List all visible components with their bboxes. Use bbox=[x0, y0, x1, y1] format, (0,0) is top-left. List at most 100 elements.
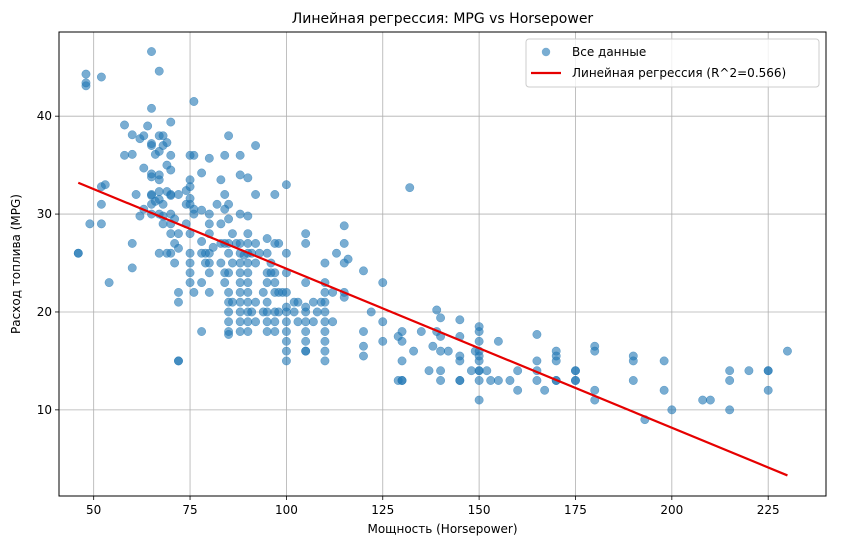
data-point bbox=[505, 376, 515, 385]
data-point bbox=[227, 297, 237, 307]
data-point bbox=[339, 238, 349, 248]
data-point bbox=[158, 131, 168, 141]
data-point bbox=[216, 219, 226, 229]
data-point bbox=[96, 72, 106, 82]
data-point bbox=[783, 346, 792, 356]
data-point bbox=[281, 356, 291, 366]
data-point bbox=[270, 278, 280, 288]
data-point bbox=[131, 190, 141, 199]
data-point bbox=[301, 327, 311, 336]
data-point bbox=[455, 356, 465, 366]
data-point bbox=[166, 165, 176, 175]
data-point bbox=[185, 268, 195, 278]
data-point bbox=[466, 366, 476, 376]
data-point bbox=[100, 180, 110, 190]
data-point bbox=[85, 219, 95, 229]
data-point bbox=[513, 385, 523, 395]
data-point bbox=[243, 287, 253, 297]
data-point bbox=[197, 205, 207, 215]
data-point bbox=[320, 346, 330, 356]
data-point bbox=[120, 120, 129, 130]
data-point bbox=[332, 248, 341, 258]
data-point bbox=[235, 327, 245, 336]
data-point bbox=[158, 199, 168, 209]
data-point bbox=[235, 258, 245, 268]
data-point bbox=[127, 263, 137, 273]
data-point bbox=[204, 258, 214, 268]
data-point bbox=[436, 313, 446, 323]
data-point bbox=[197, 168, 207, 178]
data-point bbox=[428, 341, 438, 351]
data-point bbox=[243, 327, 253, 336]
data-point bbox=[258, 287, 268, 297]
data-point bbox=[251, 297, 261, 307]
data-point bbox=[359, 266, 368, 276]
data-point bbox=[224, 317, 234, 327]
x-tick-label: 125 bbox=[371, 503, 394, 517]
data-point bbox=[158, 219, 168, 229]
data-point bbox=[328, 317, 338, 327]
data-point bbox=[532, 330, 542, 339]
data-point bbox=[251, 141, 261, 151]
data-point bbox=[493, 336, 503, 346]
data-point bbox=[320, 297, 330, 307]
data-point bbox=[320, 356, 330, 366]
data-point bbox=[243, 238, 253, 248]
data-point bbox=[262, 234, 272, 243]
data-point bbox=[763, 385, 773, 395]
data-point bbox=[197, 237, 207, 246]
data-point bbox=[659, 356, 669, 366]
data-point bbox=[474, 395, 484, 405]
data-point bbox=[270, 268, 280, 278]
data-point bbox=[397, 336, 407, 346]
data-point bbox=[235, 170, 245, 180]
data-point bbox=[320, 307, 330, 317]
data-point bbox=[189, 150, 199, 160]
data-point bbox=[474, 366, 484, 376]
data-point bbox=[127, 238, 137, 248]
data-point bbox=[224, 199, 234, 209]
data-point bbox=[120, 150, 129, 160]
data-point bbox=[154, 66, 164, 76]
data-point bbox=[366, 307, 376, 317]
data-point bbox=[104, 278, 114, 288]
data-point bbox=[274, 238, 284, 248]
data-point bbox=[455, 315, 465, 325]
data-point bbox=[197, 278, 207, 288]
data-point bbox=[725, 376, 735, 385]
data-point bbox=[185, 182, 195, 192]
data-point bbox=[208, 242, 218, 252]
data-point bbox=[224, 307, 234, 317]
data-point bbox=[243, 278, 253, 288]
data-point bbox=[224, 330, 234, 339]
chart-title: Линейная регрессия: MPG vs Horsepower bbox=[292, 11, 594, 27]
data-point bbox=[301, 307, 311, 317]
data-point bbox=[204, 287, 214, 297]
data-point bbox=[320, 336, 330, 346]
data-point bbox=[147, 47, 156, 57]
data-point bbox=[220, 278, 230, 288]
legend-box bbox=[525, 38, 820, 88]
data-point bbox=[224, 268, 234, 278]
y-tick-label: 10 bbox=[37, 403, 52, 417]
data-point bbox=[139, 163, 149, 173]
x-tick-label: 200 bbox=[660, 503, 683, 517]
data-point bbox=[409, 346, 419, 356]
data-point bbox=[301, 278, 311, 288]
data-point bbox=[274, 307, 284, 317]
data-point bbox=[251, 238, 261, 248]
data-point bbox=[154, 248, 164, 258]
data-point bbox=[281, 346, 291, 356]
data-point bbox=[235, 307, 245, 317]
legend-label-regression: Линейная регрессия (R^2=0.566) bbox=[572, 66, 786, 80]
data-point bbox=[224, 287, 234, 297]
data-point bbox=[474, 336, 484, 346]
data-point bbox=[339, 221, 349, 231]
data-point bbox=[293, 317, 303, 327]
data-point bbox=[474, 376, 484, 385]
y-tick-label: 40 bbox=[37, 109, 52, 123]
data-point bbox=[235, 150, 245, 160]
data-point bbox=[270, 327, 280, 336]
data-point bbox=[262, 248, 272, 258]
data-point bbox=[443, 346, 453, 356]
